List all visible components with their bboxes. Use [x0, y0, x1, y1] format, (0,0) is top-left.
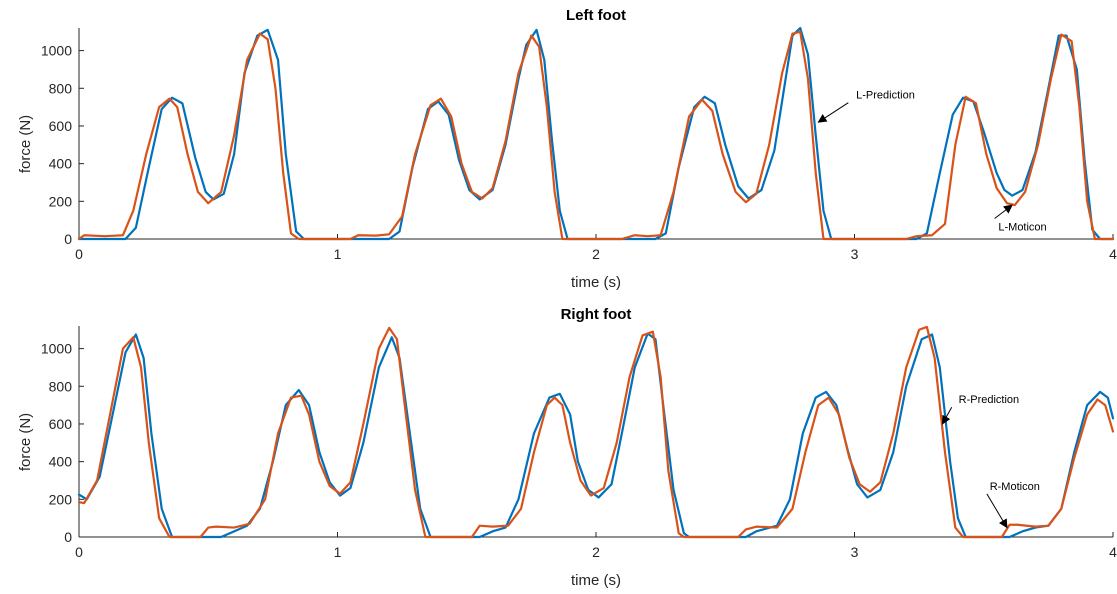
x-tick-label: 3 — [851, 246, 859, 262]
y-tick-label: 400 — [49, 454, 73, 470]
series-lines — [77, 325, 1115, 539]
x-tick-label: 1 — [334, 246, 342, 262]
y-tick-label: 400 — [49, 156, 73, 172]
annotations: R-Prediction R-Moticon — [941, 394, 1040, 529]
y-tick-label: 1000 — [41, 43, 72, 59]
x-tick-label: 0 — [75, 246, 83, 262]
x-tick-label: 1 — [334, 544, 342, 560]
x-axis-label: time (s) — [571, 274, 621, 291]
series-lines — [77, 26, 1115, 241]
annotation-arrow — [986, 493, 1008, 529]
y-tick-label: 800 — [49, 80, 73, 96]
x-axis-label: time (s) — [571, 572, 621, 589]
annotation-label: L-Moticon — [998, 222, 1046, 234]
series-line-r-moticon — [77, 325, 1115, 539]
x-tick-label: 3 — [851, 544, 859, 560]
y-tick-label: 200 — [49, 491, 73, 507]
chart-title: Left foot — [566, 7, 626, 24]
annotations: L-Prediction L-Moticon — [817, 90, 1047, 234]
chart-title: Right foot — [561, 306, 632, 323]
annotation-label: L-Prediction — [856, 90, 915, 102]
annotation-label: R-Moticon — [990, 481, 1040, 493]
y-tick-label: 600 — [49, 118, 73, 134]
y-tick-label: 600 — [49, 416, 73, 432]
axis-ticks: 0 1 2 3 4 0 200 400 600 800 1000 — [41, 28, 1117, 262]
series-line-l-prediction — [77, 26, 1115, 241]
annotation-arrow — [994, 204, 1013, 219]
x-tick-label: 4 — [1109, 246, 1117, 262]
y-tick-label: 0 — [64, 529, 72, 545]
series-line-l-moticon — [77, 30, 1115, 241]
x-tick-label: 0 — [75, 544, 83, 560]
y-tick-label: 0 — [64, 231, 72, 247]
left-foot-panel: Left foot force (N) time (s) 0 1 2 3 4 0 200 40… — [17, 7, 1117, 291]
y-tick-label: 200 — [49, 193, 73, 209]
y-axis-label: force (N) — [17, 413, 34, 471]
axis-ticks: 0 1 2 3 4 0 200 400 600 800 1000 — [41, 326, 1117, 560]
y-tick-label: 800 — [49, 378, 73, 394]
series-line-r-prediction — [77, 332, 1115, 539]
x-tick-label: 4 — [1109, 544, 1117, 560]
annotation-label: R-Prediction — [959, 394, 1020, 406]
annotation-arrow — [817, 102, 849, 123]
y-axis-label: force (N) — [17, 115, 34, 173]
x-tick-label: 2 — [592, 246, 600, 262]
right-foot-panel: Right foot force (N) time (s) 0 1 2 3 4 0 200 4… — [17, 306, 1117, 589]
y-tick-label: 1000 — [41, 341, 72, 357]
x-tick-label: 2 — [592, 544, 600, 560]
annotation-arrow — [941, 406, 953, 425]
